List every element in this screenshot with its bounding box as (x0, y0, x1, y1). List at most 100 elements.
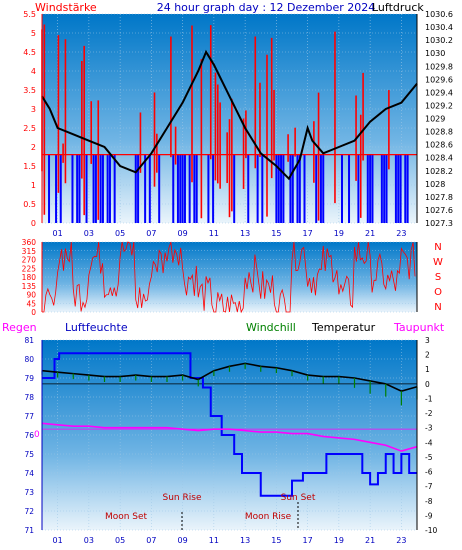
direction-letter: O (434, 287, 442, 298)
humidity-tick-label: 76 (24, 431, 34, 440)
label-regen: Regen (2, 321, 37, 334)
right-tick-label: 1028.2 (425, 167, 453, 176)
humidity-tick-label: 81 (24, 336, 34, 345)
left-tick-label: 3.5 (23, 86, 36, 95)
moon-set-label: Moon Set (105, 512, 148, 522)
direction-tick-label: 225 (22, 264, 37, 273)
hour-tick-label: 05 (115, 536, 125, 545)
hour-tick-label: 15 (271, 229, 281, 238)
left-tick-label: 0 (31, 219, 36, 228)
humidity-tick-label: 71 (24, 526, 34, 535)
direction-tick-label: 90 (26, 291, 36, 300)
temperature-humidity-axes: 7172737475767778798081-10-9-8-7-6-5-4-3-… (24, 336, 437, 545)
right-tick-label: 1030.2 (425, 36, 453, 45)
hour-tick-label: 03 (84, 229, 94, 238)
right-tick-label: 1027.6 (425, 206, 453, 215)
direction-letter: W (433, 257, 443, 268)
wind-direction-line (42, 241, 416, 314)
label-taupunkt: Taupunkt (393, 321, 445, 334)
header-title: 24 hour graph day : 12 Dezember 2024 (157, 1, 376, 14)
hour-tick-label: 05 (115, 229, 125, 238)
hour-tick-label: 17 (303, 229, 313, 238)
hour-tick-label: 09 (178, 229, 188, 238)
left-tick-label: 1.5 (23, 162, 36, 171)
humidity-tick-label: 79 (24, 374, 34, 383)
temperature-tick-label: -1 (425, 394, 433, 403)
left-tick-label: 2 (31, 143, 36, 152)
left-tick-label: 4.5 (23, 48, 36, 57)
hour-tick-label: 21 (365, 536, 375, 545)
label-windchill: Windchill (246, 321, 296, 334)
pressure-line (41, 49, 418, 181)
right-tick-label: 1029.2 (425, 101, 453, 110)
right-tick-label: 1028.8 (425, 128, 453, 137)
right-tick-label: 1030.4 (425, 23, 453, 32)
temperature-tick-label: -3 (425, 424, 433, 433)
hour-tick-label: 01 (53, 536, 63, 545)
hour-tick-label: 01 (53, 229, 63, 238)
hour-tick-label: 17 (303, 536, 313, 545)
temperature-tick-label: -8 (425, 497, 433, 506)
left-tick-label: 2.5 (23, 124, 36, 133)
temperature-tick-label: -4 (425, 438, 433, 447)
temperature-tick-label: 3 (425, 336, 430, 345)
hour-tick-label: 15 (271, 536, 281, 545)
hour-tick-label: 19 (334, 229, 344, 238)
direction-tick-label: 0 (31, 308, 36, 317)
left-tick-label: 1 (31, 181, 36, 190)
right-tick-label: 1030.6 (425, 10, 453, 19)
direction-tick-label: 135 (22, 282, 37, 291)
direction-letter: N (434, 242, 441, 253)
temperature-humidity-lines (41, 352, 418, 497)
right-tick-label: 1027.8 (425, 193, 453, 202)
right-tick-label: 1028 (425, 180, 445, 189)
humidity-tick-label: 72 (24, 507, 34, 516)
hour-tick-label: 19 (334, 536, 344, 545)
hour-tick-label: 09 (178, 536, 188, 545)
hour-tick-label: 03 (84, 536, 94, 545)
humidity-tick-label: 77 (24, 412, 34, 421)
temperature-tick-label: 2 (425, 351, 430, 360)
label-temperatur: Temperatur (311, 321, 376, 334)
right-tick-label: 1029.6 (425, 75, 453, 84)
moon-rise-label: Moon Rise (245, 512, 292, 522)
temperature-tick-label: 1 (425, 365, 430, 374)
direction-letter: N (434, 302, 441, 313)
hour-tick-label: 07 (146, 229, 156, 238)
left-tick-label: 5.5 (23, 10, 36, 19)
left-tick-label: 4 (31, 67, 36, 76)
header-right-label: Luftdruck (372, 1, 424, 14)
temperature-tick-label: -10 (425, 526, 437, 535)
direction-tick-label: 360 (22, 238, 37, 247)
humidity-tick-label: 74 (24, 469, 34, 478)
hour-tick-label: 23 (396, 536, 406, 545)
hour-tick-label: 13 (240, 536, 250, 545)
left-tick-label: 5 (31, 29, 36, 38)
hour-tick-label: 11 (209, 536, 219, 545)
temperature-tick-label: -7 (425, 482, 433, 491)
sun-rise-label: Sun Rise (163, 493, 202, 503)
hour-tick-label: 23 (396, 229, 406, 238)
left-tick-label: 3 (31, 105, 36, 114)
luftfeuchte-line (42, 352, 417, 497)
humidity-tick-label: 73 (24, 488, 34, 497)
left-tick-label: 0.5 (23, 200, 36, 209)
right-tick-label: 1027.3 (425, 219, 453, 228)
taupunkt-line (41, 422, 418, 452)
sun-set-label: Sun Set (281, 493, 316, 503)
hour-tick-label: 21 (365, 229, 375, 238)
humidity-tick-label: 75 (24, 450, 34, 459)
hour-tick-label: 07 (146, 536, 156, 545)
wind-pressure-axes: 0 0.5 1 1.5 2 2.5 3 3.5 4 4.5 5 5.5 1027.3 1027.6 1027… (23, 10, 453, 238)
right-tick-label: 1030 (425, 49, 445, 58)
temperature-tick-label: -6 (425, 468, 433, 477)
pressure-lines (41, 49, 418, 181)
direction-tick-label: 180 (22, 273, 37, 282)
direction-tick-label: 270 (22, 256, 37, 265)
zero-marker: 0 (34, 430, 40, 440)
temperature-tick-label: -5 (425, 453, 433, 462)
direction-letter: S (435, 272, 441, 283)
label-luftfeuchte: Luftfeuchte (65, 321, 128, 334)
